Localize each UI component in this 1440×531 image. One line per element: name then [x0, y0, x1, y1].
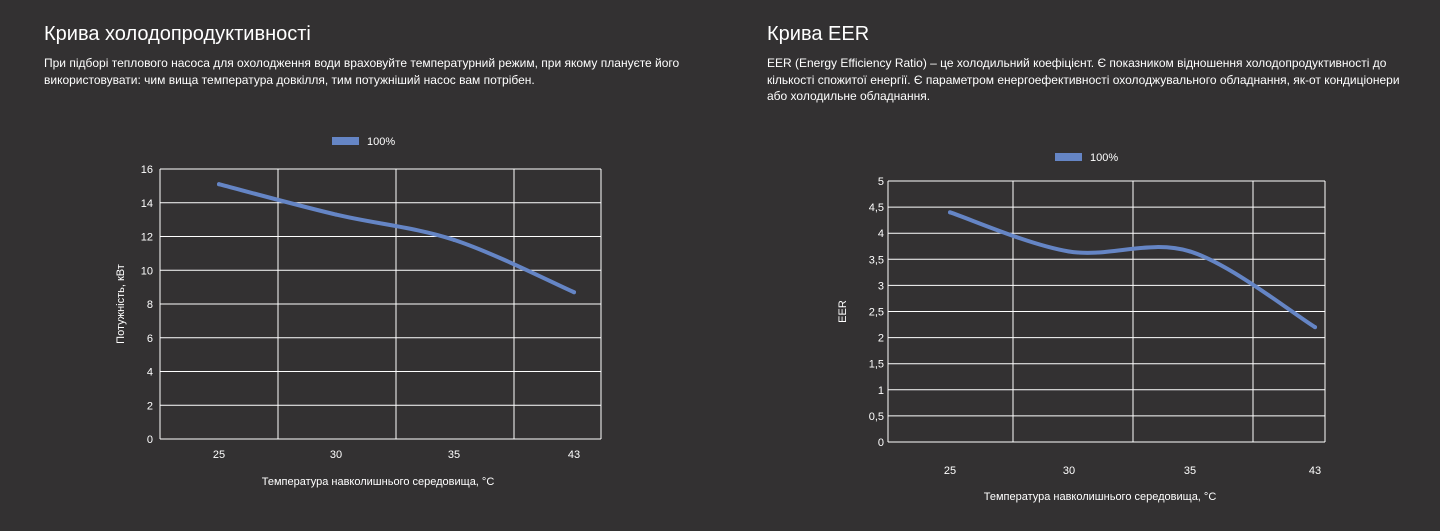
- eer-title: Крива EER: [767, 23, 870, 45]
- y-tick-label: 2,5: [869, 307, 884, 319]
- data-point: [452, 237, 456, 242]
- data-point: [334, 212, 338, 217]
- legend-label: 100%: [367, 136, 395, 148]
- x-tick-label: 43: [1309, 465, 1321, 477]
- data-point: [1067, 249, 1071, 254]
- y-tick-label: 0,5: [869, 411, 884, 423]
- legend-swatch: [1055, 153, 1082, 161]
- data-point: [572, 290, 576, 295]
- x-axis-label: Температура навколишнього середовища, °C: [262, 476, 495, 488]
- eer-description: EER (Energy Efficiency Ratio) – це холод…: [767, 56, 1400, 103]
- y-tick-label: 0: [147, 434, 153, 446]
- y-tick-label: 0: [878, 437, 884, 449]
- y-axis-label: Потужність, кВт: [115, 264, 127, 344]
- x-tick-label: 25: [944, 465, 956, 477]
- y-tick-label: 1: [878, 385, 884, 397]
- y-tick-label: 2: [878, 333, 884, 345]
- y-tick-label: 8: [147, 299, 153, 311]
- series-line-100: [948, 210, 1317, 330]
- y-tick-label: 16: [141, 164, 153, 176]
- y-tick-label: 14: [141, 198, 153, 210]
- y-axis-label: EER: [837, 300, 849, 323]
- x-tick-label: 30: [1063, 465, 1075, 477]
- data-point: [948, 210, 952, 215]
- y-tick-label: 1,5: [869, 359, 884, 371]
- cooling-capacity-title: Крива холодопродуктивності: [44, 23, 311, 45]
- data-point: [1313, 325, 1317, 330]
- legend-label: 100%: [1090, 152, 1118, 164]
- y-tick-label: 3: [878, 280, 884, 292]
- y-tick-label: 6: [147, 333, 153, 345]
- y-tick-label: 3,5: [869, 254, 884, 266]
- series-line-100: [217, 182, 576, 295]
- x-tick-label: 30: [330, 449, 342, 461]
- x-tick-label: 35: [1184, 465, 1196, 477]
- y-tick-label: 4: [878, 228, 884, 240]
- y-tick-label: 12: [141, 232, 153, 244]
- data-point: [217, 182, 221, 187]
- y-tick-label: 4,5: [869, 202, 884, 214]
- y-tick-label: 5: [878, 176, 884, 188]
- x-tick-label: 25: [213, 449, 225, 461]
- y-tick-label: 4: [147, 367, 153, 379]
- cooling-capacity-panel: Крива холодопродуктивності При підборі т…: [44, 0, 704, 88]
- cooling-capacity-description: При підборі теплового насоса для охолодж…: [44, 56, 680, 87]
- y-tick-label: 2: [147, 400, 153, 412]
- data-point: [1188, 249, 1192, 254]
- x-axis-label: Температура навколишнього середовища, °C: [984, 491, 1217, 503]
- eer-panel: Крива EER EER (Energy Efficiency Ratio) …: [767, 0, 1407, 105]
- legend-swatch: [332, 137, 359, 145]
- y-tick-label: 10: [141, 265, 153, 277]
- x-tick-label: 35: [448, 449, 460, 461]
- x-tick-label: 43: [568, 449, 580, 461]
